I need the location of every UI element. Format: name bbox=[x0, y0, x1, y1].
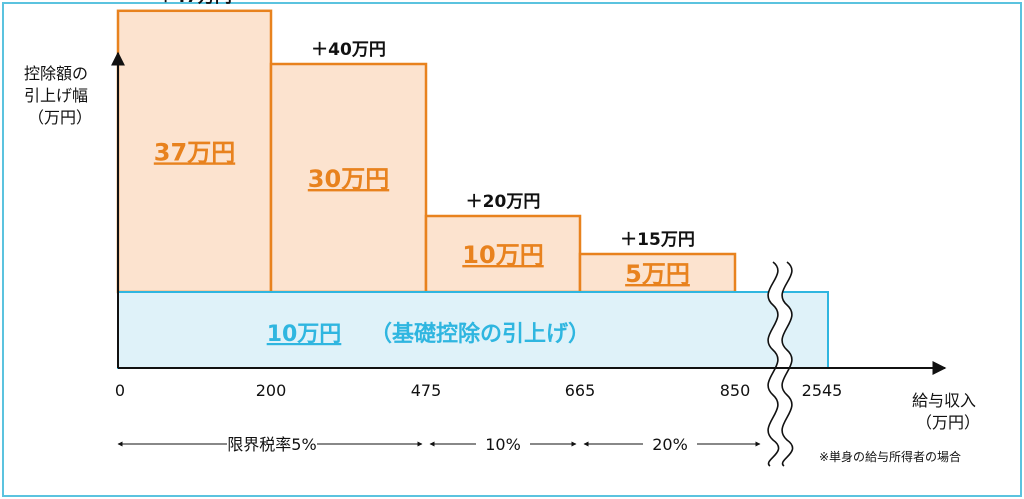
x-tick-label-200: 200 bbox=[256, 381, 287, 400]
tax-band-label-3: 20% bbox=[652, 435, 688, 454]
x-tick-label-850: 850 bbox=[720, 381, 751, 400]
step-bar-4 bbox=[578, 252, 737, 294]
y-axis-label-line-1: 控除額の bbox=[24, 64, 88, 83]
step-bars: 37万円 ＋47万円 30万円 ＋40万円 10万円 ＋20万円 5万円 ＋15万円 bbox=[116, 0, 737, 294]
step-bar-total-label-4: ＋15万円 bbox=[620, 230, 695, 250]
step-bar-1 bbox=[116, 9, 273, 294]
base-bar-value-label: 10万円 bbox=[267, 322, 342, 347]
footnote: ※単身の給与所得者の場合 bbox=[819, 449, 961, 464]
tax-band-label-2: 10% bbox=[485, 435, 521, 454]
step-bar-2 bbox=[269, 62, 428, 294]
step-bar-inner-label-1: 37万円 bbox=[154, 138, 235, 166]
base-bar-note: （基礎控除の引上げ） bbox=[370, 321, 590, 347]
x-tick-label-2545: 2545 bbox=[802, 381, 843, 400]
step-bar-total-label-2: ＋40万円 bbox=[311, 40, 386, 60]
step-bar-inner-label-4: 5万円 bbox=[625, 260, 690, 288]
x-tick-label-0: 0 bbox=[115, 381, 125, 400]
y-axis-label-line-2: 引上げ幅 bbox=[24, 86, 88, 105]
step-bar-total-label-3: ＋20万円 bbox=[466, 192, 541, 212]
tax-rate-bands: 限界税率5% 10% 20% bbox=[117, 435, 761, 454]
step-bar-total-label-1: ＋47万円 bbox=[157, 0, 232, 7]
base-deduction-bar bbox=[117, 291, 829, 369]
x-tick-label-665: 665 bbox=[565, 381, 596, 400]
y-axis-label-line-3: （万円） bbox=[28, 108, 92, 127]
x-axis-label-line-1: 給与収入 bbox=[912, 391, 976, 410]
step-bar-inner-label-3: 10万円 bbox=[462, 241, 543, 269]
x-axis-label-line-2: （万円） bbox=[916, 413, 980, 432]
tax-band-label-1: 限界税率5% bbox=[227, 435, 316, 454]
step-bar-inner-label-2: 30万円 bbox=[308, 165, 389, 193]
x-tick-label-475: 475 bbox=[411, 381, 442, 400]
x-tick-labels: 0 200 475 665 850 2545 bbox=[115, 381, 842, 400]
